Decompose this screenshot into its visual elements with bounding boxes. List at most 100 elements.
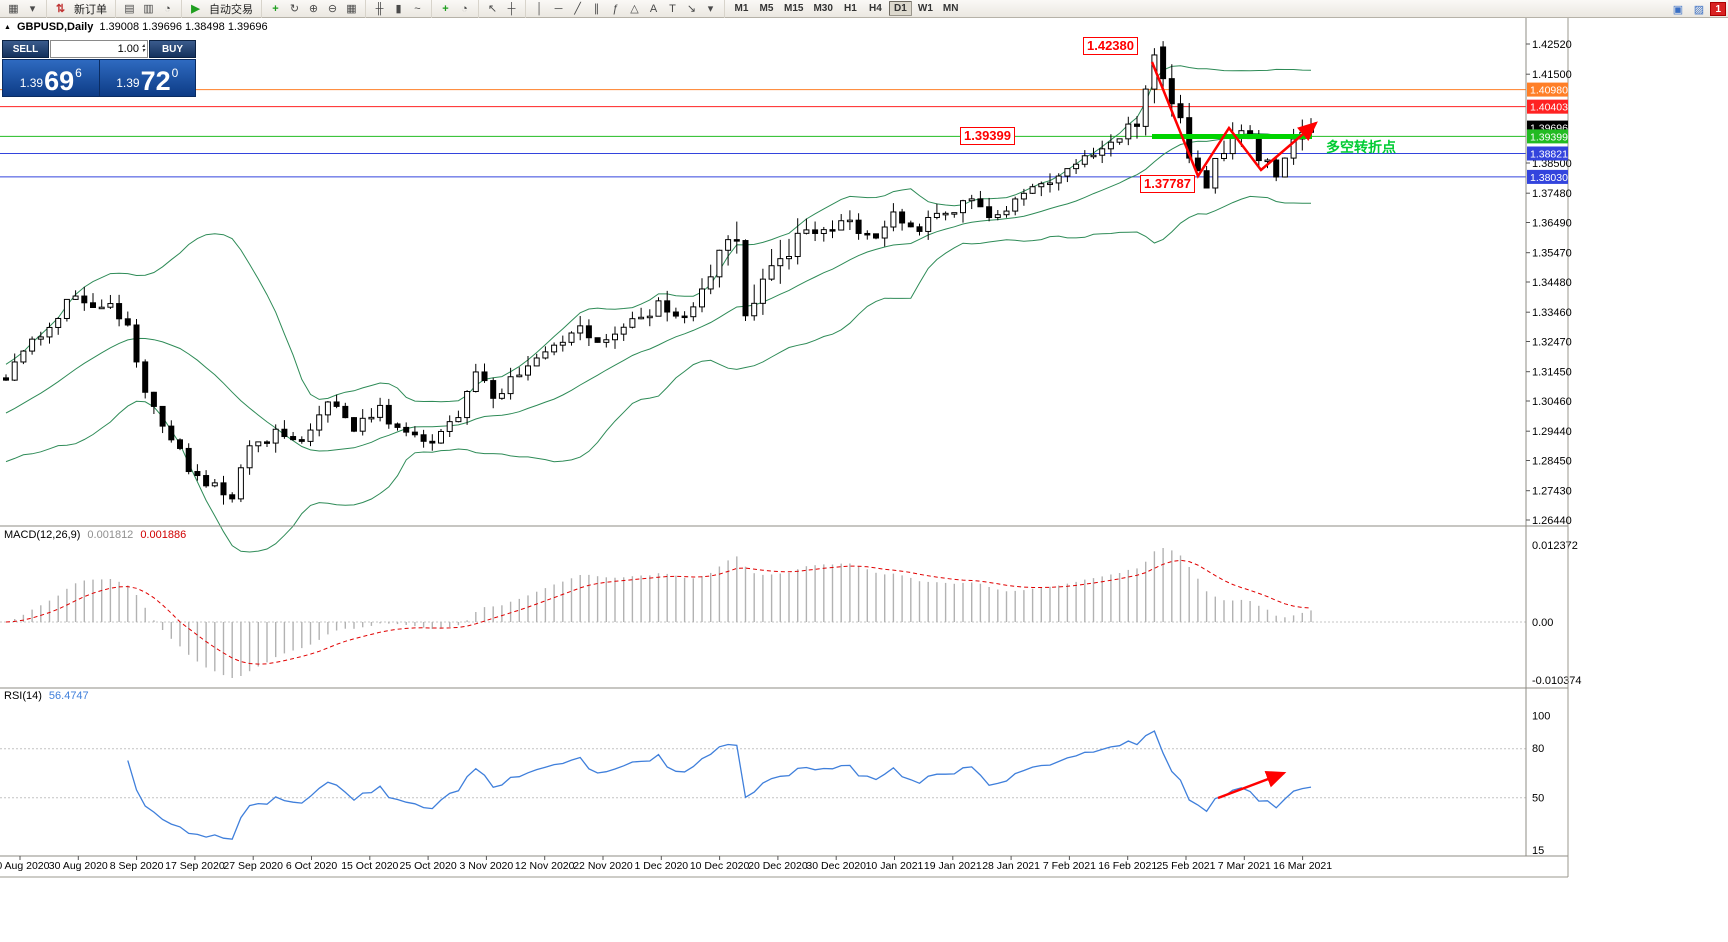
chart-type-group: ╫ ▮ ~ (366, 0, 432, 18)
trendline-icon[interactable]: ╱ (574, 3, 581, 15)
volume-spinner[interactable]: ▴ ▾ (141, 43, 145, 54)
horizontal-line-icon[interactable]: ─ (554, 2, 563, 15)
svg-text:8 Sep 2020: 8 Sep 2020 (110, 860, 164, 872)
timeframe-m15[interactable]: M15 (784, 3, 804, 14)
vertical-line-icon[interactable]: │ (536, 2, 543, 15)
red-zigzag-arrow[interactable] (1150, 61, 1318, 179)
refresh-icon[interactable]: ↻ (289, 3, 300, 15)
svg-text:16 Mar 2021: 16 Mar 2021 (1273, 860, 1332, 872)
price-annotation-low[interactable]: 1.37787 (1140, 175, 1195, 193)
svg-text:1.38030: 1.38030 (1530, 172, 1568, 184)
dock-windows-icon[interactable]: ▣ (1672, 3, 1684, 16)
price-annotation-support[interactable]: 1.39399 (960, 127, 1015, 145)
line-chart-icon[interactable]: ~ (414, 2, 421, 15)
pane-frames (0, 18, 1569, 878)
svg-text:1.38500: 1.38500 (1532, 158, 1572, 170)
svg-text:1.30460: 1.30460 (1532, 396, 1572, 408)
charts-icon[interactable]: ▤ (124, 3, 135, 15)
order-controls-row: SELL 1.00 ▴ ▾ BUY (2, 40, 196, 58)
alerts-icon[interactable]: ◔ (164, 2, 171, 15)
candlestick-chart-icon[interactable]: ▮ (395, 3, 402, 15)
misc-group: + ◔ (432, 0, 479, 18)
buy-button[interactable]: BUY (149, 40, 196, 58)
cursor-group: ↖ ┼ (479, 0, 526, 18)
timeframe-mn[interactable]: MN (942, 3, 959, 14)
clock-icon[interactable]: ◔ (461, 2, 468, 15)
notification-badge[interactable]: 1 (1710, 2, 1726, 16)
svg-text:-0.010374: -0.010374 (1532, 675, 1582, 687)
sell-price-pip: 6 (75, 66, 82, 80)
text-icon[interactable]: A (649, 2, 658, 15)
svg-text:19 Jan 2021: 19 Jan 2021 (924, 860, 982, 872)
channel-icon[interactable]: ∥ (593, 3, 600, 15)
spinner-down-icon[interactable]: ▾ (141, 48, 145, 54)
macd-value-main: 0.001812 (87, 529, 134, 541)
symbol-period-label: GBPUSD,Daily (16, 21, 94, 33)
cursor-icon[interactable]: ↖ (487, 3, 498, 15)
indicators-add-icon[interactable]: + (272, 2, 279, 15)
spinner-up-icon[interactable]: ▴ (141, 43, 145, 49)
svg-text:1.41500: 1.41500 (1532, 69, 1572, 81)
svg-text:0.012372: 0.012372 (1532, 540, 1578, 552)
collapse-indicator-icon[interactable]: ▲ (4, 23, 11, 31)
shapes-icon[interactable]: △ (630, 3, 639, 15)
ohlc-values: 1.39008 1.39696 1.38498 1.39696 (99, 21, 268, 33)
macd-value-signal: 0.001886 (140, 529, 187, 541)
crosshair-icon[interactable]: ┼ (507, 2, 516, 15)
svg-text:30 Aug 2020: 30 Aug 2020 (49, 860, 108, 872)
sell-button[interactable]: SELL (2, 40, 49, 58)
zoom-out-icon[interactable]: ⊖ (327, 3, 338, 15)
new-order-button[interactable]: 新订单 (74, 3, 107, 16)
buy-price-display[interactable]: 1.39 72 0 (99, 60, 195, 96)
toolbar-icon-groups: ▦ ▾ ⇅ 新订单 ▤ ▥ ◔ ▶ 自动交易 + ↻ ⊕ ⊖ ▦ ╫ ▮ ~ + ◔ ↖ ┼ │ ─ ╱ ∥ ƒ △ A T ↘ ▾ (0, 0, 725, 18)
timeframe-m30[interactable]: M30 (813, 3, 833, 14)
svg-text:28 Jan 2021: 28 Jan 2021 (982, 860, 1040, 872)
bollinger-lower-line (5, 195, 1311, 553)
turning-point-label: 多空转折点 (1326, 139, 1396, 155)
svg-text:22 Nov 2020: 22 Nov 2020 (573, 860, 633, 872)
objects-group: │ ─ ╱ ∥ ƒ △ A T ↘ ▾ (526, 0, 725, 18)
svg-text:1.28450: 1.28450 (1532, 456, 1572, 468)
tile-windows-icon[interactable]: ▦ (346, 3, 357, 15)
timeframe-h1[interactable]: H1 (844, 3, 857, 14)
zoom-in-icon[interactable]: ⊕ (308, 3, 319, 15)
chart-objects-annotations[interactable] (1150, 61, 1318, 179)
timeframe-d1[interactable]: D1 (888, 1, 912, 16)
svg-text:50: 50 (1532, 792, 1544, 804)
volume-field[interactable]: 1.00 ▴ ▾ (50, 40, 148, 58)
arrows-icon[interactable]: ↘ (686, 3, 697, 15)
auto-trading-button[interactable]: 自动交易 (209, 3, 253, 16)
profiles-icon[interactable]: ▥ (143, 3, 154, 15)
bollinger-upper-line (5, 65, 1312, 403)
fibonacci-icon[interactable]: ƒ (612, 2, 619, 15)
svg-text:12 Nov 2020: 12 Nov 2020 (515, 860, 575, 872)
chart-title: ▲ GBPUSD,Daily 1.39008 1.39696 1.38498 1… (4, 21, 268, 33)
svg-text:1.35470: 1.35470 (1532, 248, 1572, 260)
bar-chart-icon[interactable]: ╫ (375, 2, 384, 15)
price-axis: 1.42520 1.41500 1.38500 1.37480 1.36490 1.354… (1526, 39, 1572, 527)
new-order-icon[interactable]: ⇅ (55, 3, 66, 15)
autotrade-play-icon[interactable]: ▶ (191, 3, 200, 15)
label-icon[interactable]: T (669, 2, 676, 15)
timeframe-m1[interactable]: M1 (734, 3, 749, 14)
price-annotation-peak[interactable]: 1.42380 (1083, 37, 1138, 55)
timeframe-m5[interactable]: M5 (759, 3, 774, 14)
new-chart-icon[interactable]: + (442, 2, 449, 15)
svg-text:1.32470: 1.32470 (1532, 337, 1572, 349)
svg-text:15 Oct 2020: 15 Oct 2020 (341, 860, 398, 872)
chart-shift-icon[interactable]: ▨ (1693, 3, 1705, 16)
svg-text:27 Sep 2020: 27 Sep 2020 (223, 860, 283, 872)
sell-price-display[interactable]: 1.39 69 6 (3, 60, 100, 96)
horizontal-level-lines[interactable] (0, 89, 1526, 178)
timeframe-h4[interactable]: H4 (869, 3, 882, 14)
timeframe-w1[interactable]: W1 (917, 3, 933, 14)
chart-window-icon[interactable]: ▦ (8, 3, 19, 15)
arrows-dropdown-icon[interactable]: ▾ (707, 3, 714, 15)
rsi-name: RSI(14) (4, 690, 42, 702)
svg-text:10 Jan 2021: 10 Jan 2021 (866, 860, 924, 872)
window-dropdown-icon[interactable]: ▾ (29, 3, 36, 15)
svg-text:20 Dec 2020: 20 Dec 2020 (748, 860, 808, 872)
rsi-red-arrow[interactable] (1217, 771, 1287, 800)
